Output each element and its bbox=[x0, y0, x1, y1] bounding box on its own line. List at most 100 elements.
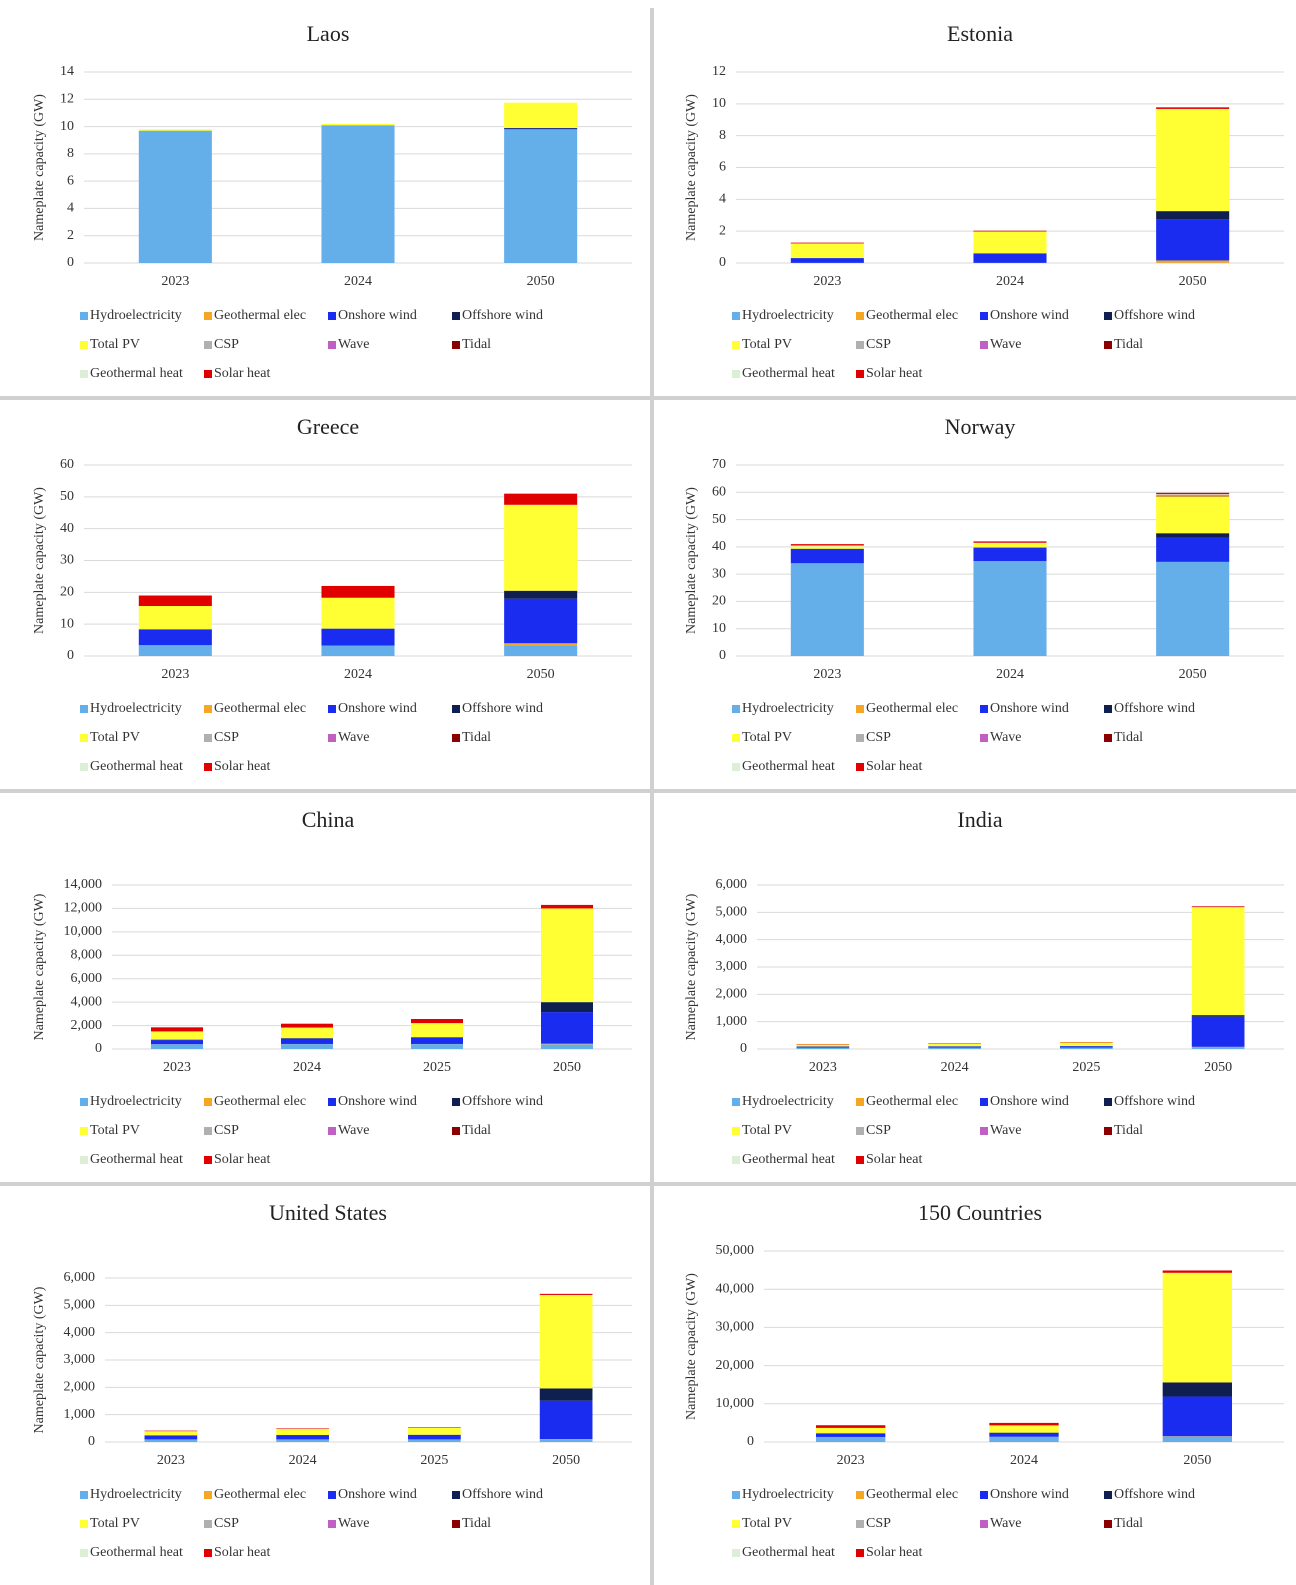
bar-segment bbox=[790, 563, 864, 656]
legend-swatch bbox=[80, 1549, 88, 1557]
bar-segment bbox=[928, 1047, 981, 1049]
legend-label: Solar heat bbox=[214, 1152, 270, 1167]
bar-segment bbox=[1156, 109, 1230, 212]
bar-segment bbox=[281, 1038, 333, 1044]
chart-title: Estonia bbox=[947, 21, 1013, 46]
x-tick-label: 2024 bbox=[1010, 1453, 1038, 1468]
bar-segment bbox=[1156, 533, 1230, 538]
bar-segment bbox=[281, 1038, 333, 1039]
bar-segment bbox=[816, 1433, 886, 1437]
legend-swatch bbox=[452, 1098, 460, 1106]
legend-swatch bbox=[856, 1491, 864, 1499]
legend-label: Geothermal elec bbox=[214, 701, 306, 716]
y-tick-label: 4,000 bbox=[71, 994, 103, 1009]
bar-segment bbox=[151, 1040, 203, 1045]
legend-swatch bbox=[328, 1491, 336, 1499]
bar-segment bbox=[973, 231, 1047, 254]
y-tick-label: 0 bbox=[67, 255, 74, 270]
bar-segment bbox=[408, 1434, 461, 1440]
bar-segment bbox=[1191, 1016, 1245, 1047]
legend-label: CSP bbox=[214, 1516, 239, 1531]
legend-swatch bbox=[452, 312, 460, 320]
y-tick-label: 2,000 bbox=[716, 987, 748, 1002]
legend-label: Total PV bbox=[90, 1123, 140, 1138]
legend-swatch bbox=[452, 1491, 460, 1499]
legend-label: Geothermal heat bbox=[742, 366, 835, 381]
legend-label: Tidal bbox=[462, 337, 491, 352]
y-tick-label: 4 bbox=[719, 192, 726, 207]
legend-swatch bbox=[204, 734, 212, 742]
bar-segment bbox=[151, 1027, 203, 1032]
legend-swatch bbox=[732, 370, 740, 378]
bar-segment bbox=[138, 595, 212, 607]
bar-segment bbox=[276, 1439, 329, 1442]
legend-swatch bbox=[1104, 1520, 1112, 1528]
y-tick-label: 6 bbox=[719, 160, 726, 175]
x-tick-label: 2023 bbox=[161, 274, 189, 289]
legend-swatch bbox=[856, 734, 864, 742]
x-tick-label: 2024 bbox=[941, 1060, 969, 1075]
bar-segment bbox=[408, 1427, 461, 1428]
y-tick-label: 30 bbox=[60, 553, 74, 568]
legend-swatch bbox=[80, 1520, 88, 1528]
bar-segment bbox=[539, 1438, 593, 1440]
legend-label: CSP bbox=[866, 730, 891, 745]
bar-segment bbox=[411, 1044, 463, 1049]
bar-segment bbox=[1191, 1047, 1245, 1049]
bar-segment bbox=[790, 546, 864, 549]
legend-label: Onshore wind bbox=[990, 701, 1069, 716]
bar-segment bbox=[504, 128, 578, 130]
legend-label: Total PV bbox=[742, 1123, 792, 1138]
x-tick-label: 2050 bbox=[1204, 1060, 1232, 1075]
legend-label: Total PV bbox=[90, 1516, 140, 1531]
y-tick-label: 40 bbox=[60, 521, 74, 536]
legend-label: Geothermal elec bbox=[214, 308, 306, 323]
y-tick-label: 4,000 bbox=[64, 1325, 96, 1340]
chart-title: Laos bbox=[307, 21, 350, 46]
legend-label: Tidal bbox=[462, 730, 491, 745]
legend-label: Geothermal elec bbox=[866, 701, 958, 716]
bar-segment bbox=[144, 1430, 198, 1432]
legend-swatch bbox=[1104, 734, 1112, 742]
bar-segment bbox=[541, 1002, 593, 1013]
y-tick-label: 10,000 bbox=[716, 1396, 755, 1411]
y-axis-label: Nameplate capacity (GW) bbox=[684, 893, 699, 1040]
legend-label: Total PV bbox=[742, 1516, 792, 1531]
y-tick-label: 20 bbox=[712, 594, 726, 609]
bar-segment bbox=[276, 1428, 329, 1430]
legend-label: Hydroelectricity bbox=[742, 1094, 834, 1109]
legend-swatch bbox=[980, 1491, 988, 1499]
y-tick-label: 12 bbox=[60, 92, 74, 107]
column-divider bbox=[650, 8, 654, 1585]
bar-segment bbox=[790, 544, 864, 546]
legend-label: Hydroelectricity bbox=[90, 701, 182, 716]
legend-swatch bbox=[328, 1127, 336, 1135]
legend-swatch bbox=[856, 1520, 864, 1528]
legend-swatch bbox=[980, 341, 988, 349]
legend-label: Onshore wind bbox=[990, 1094, 1069, 1109]
legend-label: Onshore wind bbox=[338, 308, 417, 323]
legend-label: Geothermal elec bbox=[214, 1094, 306, 1109]
bar-segment bbox=[973, 547, 1047, 562]
legend-swatch bbox=[204, 763, 212, 771]
bar-segment bbox=[138, 129, 212, 131]
legend-swatch bbox=[328, 341, 336, 349]
legend-swatch bbox=[732, 341, 740, 349]
bar-segment bbox=[1162, 1382, 1232, 1397]
bar-segment bbox=[281, 1027, 333, 1039]
x-tick-label: 2050 bbox=[1179, 667, 1207, 682]
y-tick-label: 2 bbox=[67, 228, 74, 243]
bar-segment bbox=[1162, 1436, 1232, 1442]
legend-label: Geothermal heat bbox=[742, 1545, 835, 1560]
legend-swatch bbox=[204, 705, 212, 713]
y-tick-label: 12 bbox=[712, 64, 726, 79]
y-axis-label: Nameplate capacity (GW) bbox=[684, 487, 699, 634]
legend-label: Tidal bbox=[1114, 1123, 1143, 1138]
legend-label: Hydroelectricity bbox=[90, 1094, 182, 1109]
legend-label: Geothermal heat bbox=[90, 366, 183, 381]
legend-label: Geothermal heat bbox=[90, 1152, 183, 1167]
legend-swatch bbox=[80, 370, 88, 378]
bar-segment bbox=[408, 1439, 461, 1442]
y-tick-label: 2,000 bbox=[64, 1380, 96, 1395]
bar-segment bbox=[411, 1019, 463, 1024]
